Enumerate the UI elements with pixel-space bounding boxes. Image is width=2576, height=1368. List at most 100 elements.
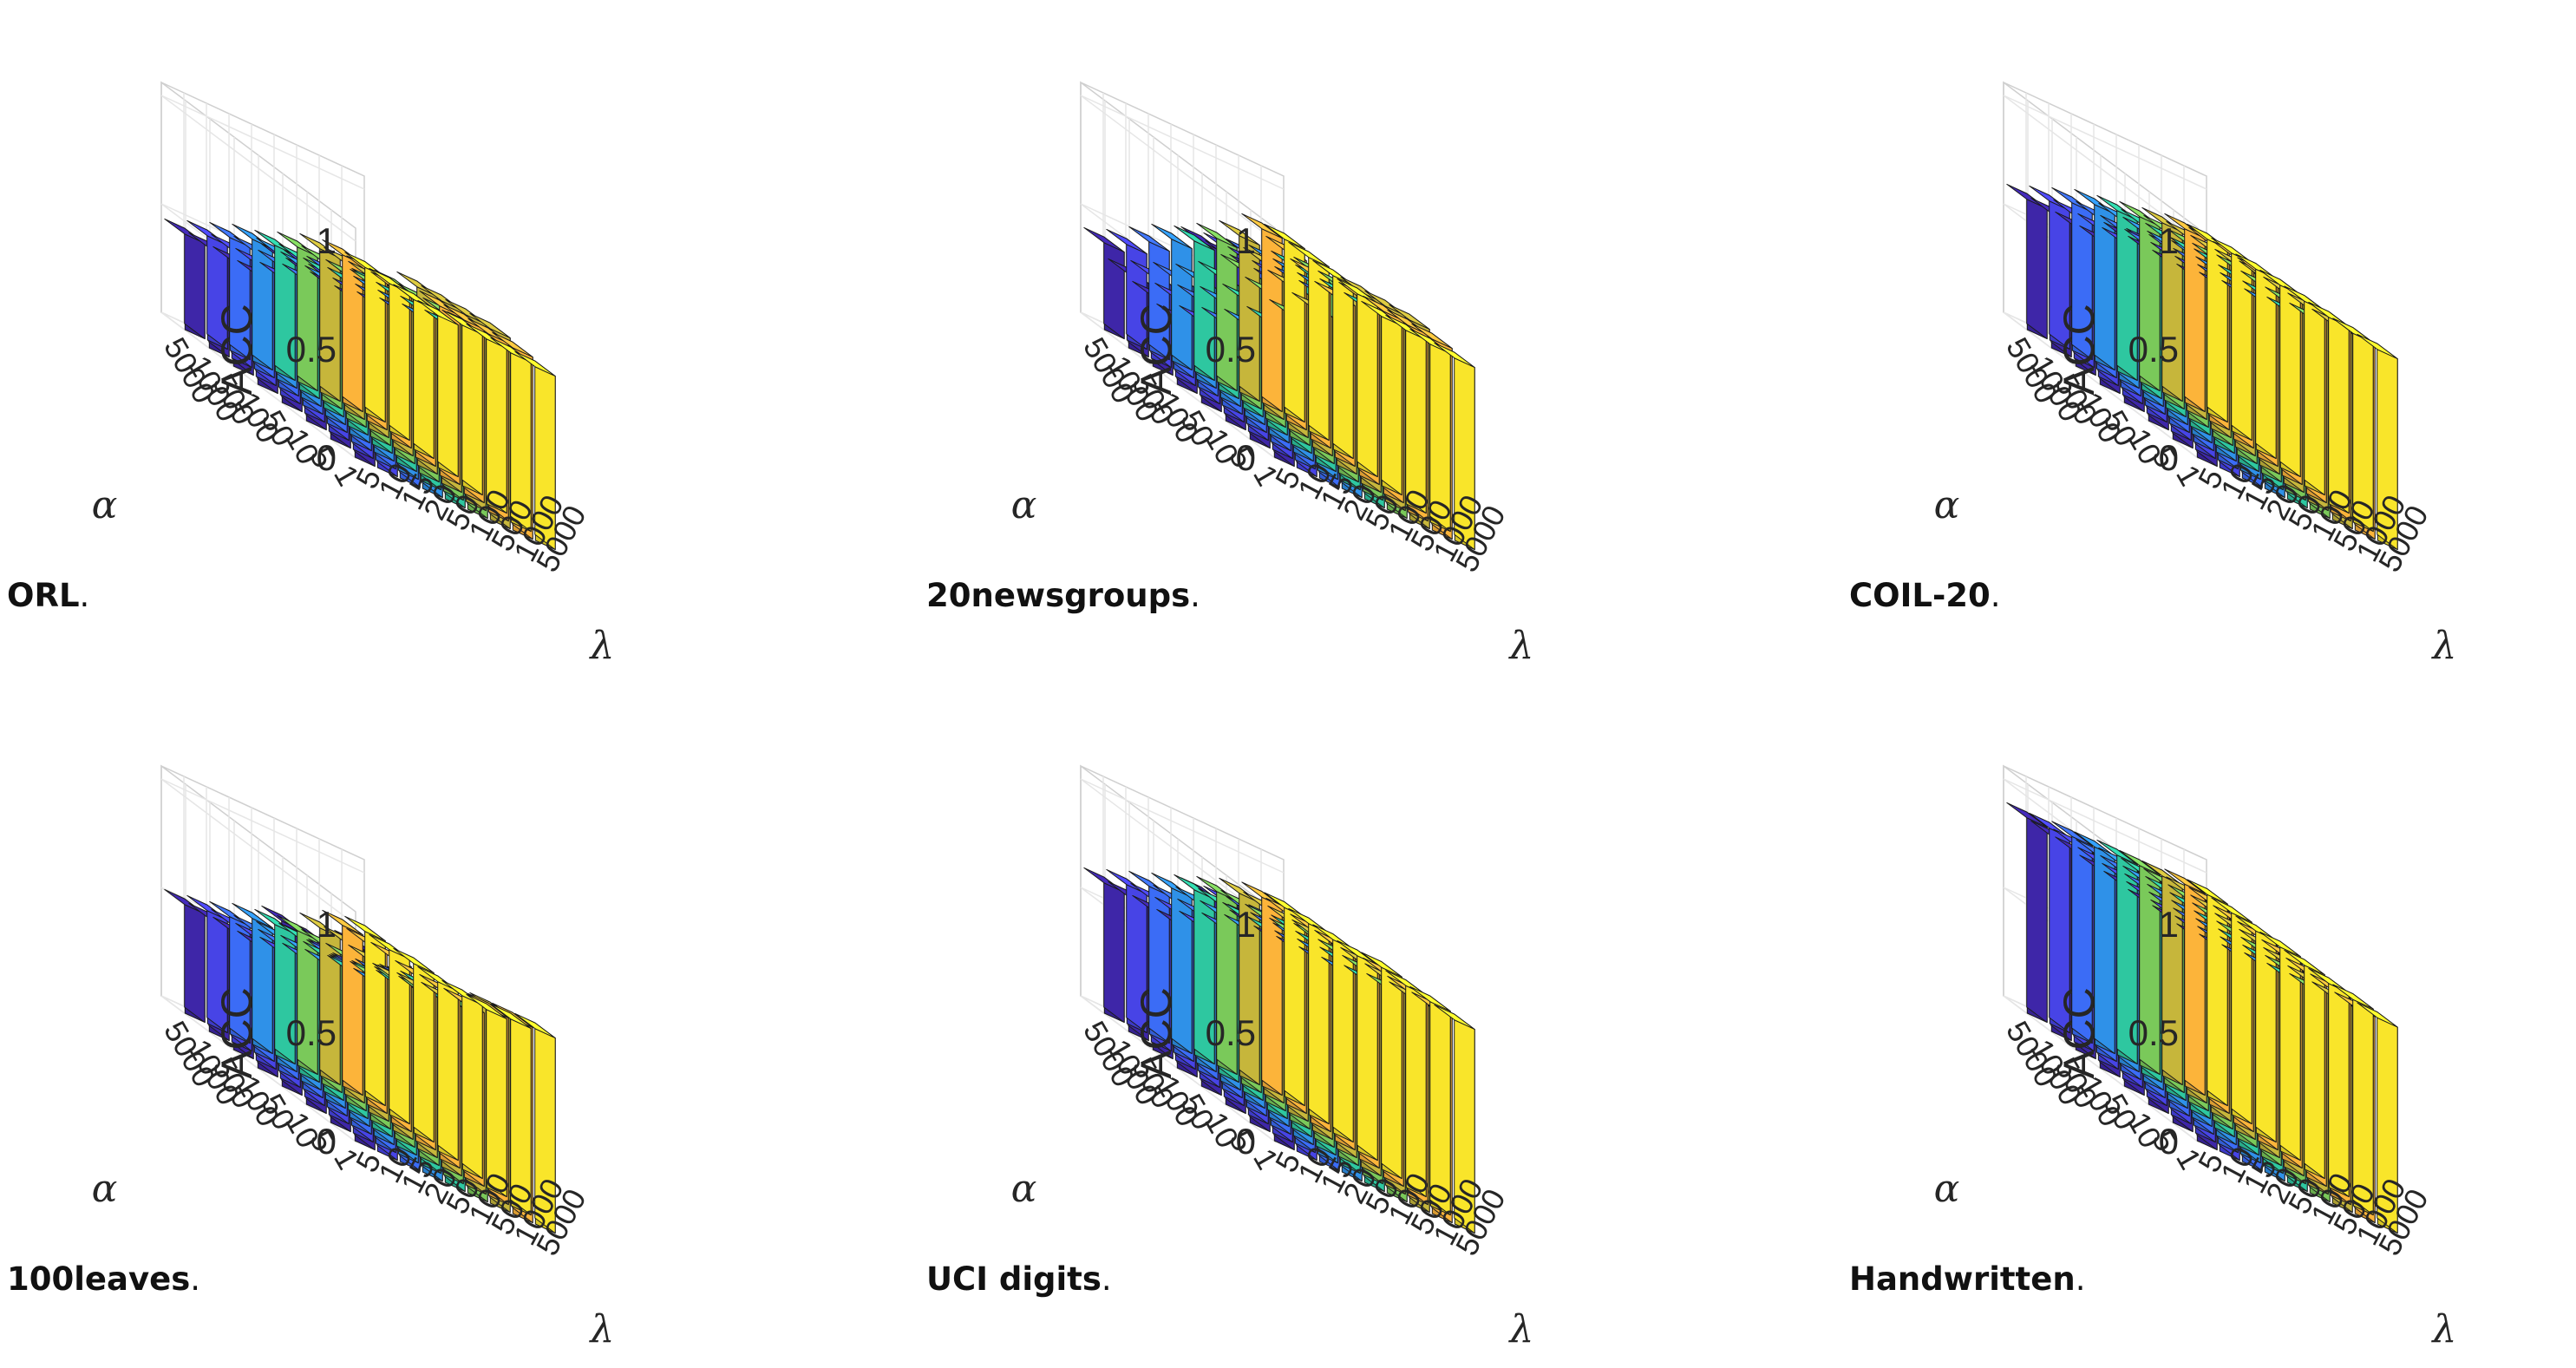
panel-100leaves: 0 0.5 1 ACC 1 5 10 50 100 500 1000 5000 α 5 10 15 20 50 10… [0, 684, 859, 1367]
bar-face-side [342, 919, 363, 1096]
bar [322, 909, 363, 1096]
z-axis: 0 0.5 1 ACC [212, 220, 337, 478]
bar-face-side [486, 1003, 507, 1198]
z-tick-label: 1 [1236, 220, 1256, 261]
bar [299, 912, 341, 1086]
bar-face-side [2026, 811, 2048, 1024]
bar [1151, 872, 1193, 1055]
bar-face-side [413, 293, 435, 460]
alpha-axis-label: α [1934, 1167, 1960, 1211]
bar-face-top [1106, 228, 1147, 255]
chart-orl: 00.51ACC15105010050010005000α51015205010… [92, 81, 614, 668]
bar-face-side [1261, 891, 1283, 1096]
bar [1409, 328, 1451, 533]
bar-face-top [514, 1012, 556, 1039]
lambda-axis-label: λ [589, 1307, 615, 1352]
bar-face-top [1389, 304, 1430, 331]
bar-face-top [1434, 342, 1475, 369]
bar [441, 309, 483, 496]
bar [1196, 222, 1238, 392]
bar [393, 947, 435, 1143]
bar-face-top [1434, 1004, 1475, 1031]
bar [2259, 269, 2301, 478]
z-tick-label: 0.5 [286, 1012, 337, 1053]
bar [1288, 907, 1330, 1125]
z-axis-label: ACC [212, 304, 261, 396]
bar-face-top [1264, 223, 1305, 250]
bar-face-side [1284, 901, 1305, 1107]
lambda-axis-label: λ [1508, 624, 1534, 668]
bar [1219, 219, 1260, 403]
bar [1312, 924, 1354, 1143]
caption-coil-20: COIL-20. [1849, 577, 2001, 614]
lambda-axis-label: λ [2431, 1307, 2457, 1352]
bar [2284, 285, 2325, 496]
bar [1361, 300, 1402, 496]
bar-face-top [417, 299, 459, 326]
bar [1083, 867, 1125, 1024]
bars [2006, 183, 2398, 551]
chart-handwritten: 00.51ACC15105010050010005000α51015205010… [1934, 764, 2456, 1352]
bar-face-top [2211, 897, 2252, 923]
bar [2332, 984, 2374, 1216]
bar-face-top [1241, 213, 1283, 239]
bar-face-side [2304, 959, 2325, 1180]
bar [2029, 812, 2070, 1034]
bar-face-side [2184, 222, 2206, 413]
alpha-axis-label: α [1011, 483, 1037, 527]
bar [2164, 868, 2206, 1096]
lambda-axis-label: λ [589, 624, 615, 668]
z-axis: 0 0.5 1 ACC [212, 904, 337, 1162]
bar [1196, 875, 1238, 1076]
panel-orl: 0 0.5 1 ACC 1 5 10 50 100 500 1000 5000 α 5 10 15 20 50 10… [0, 0, 859, 684]
bar-face-top [1174, 225, 1215, 252]
caption-20newsgroups: 20newsgroups. [926, 577, 1200, 614]
bar-face-top [2357, 333, 2398, 360]
z-tick-label: 0 [317, 1121, 337, 1162]
z-axis-label: ACC [1132, 304, 1180, 396]
bar-face-side [389, 277, 410, 442]
bar-face-top [2357, 1002, 2398, 1028]
z-tick-label: 1 [317, 904, 337, 945]
bar [2211, 237, 2252, 442]
bar-face-side [2328, 311, 2350, 514]
bar-face-top [2284, 949, 2325, 976]
bar-face-side [1308, 917, 1330, 1125]
z-axis: 0 0.5 1 ACC [1132, 904, 1256, 1162]
bar-face-top [1128, 226, 1170, 252]
bar [2074, 831, 2115, 1055]
caption-100leaves: 100leaves. [7, 1260, 200, 1298]
bar [1361, 952, 1402, 1180]
bar-face-side [2328, 977, 2350, 1198]
bar [1312, 259, 1354, 460]
caption-uci-digits: UCI digits. [926, 1260, 1112, 1298]
alpha-axis-label: α [92, 1167, 118, 1211]
bar-face-top [2187, 879, 2228, 905]
bar-face-side [2207, 232, 2228, 423]
bar [2211, 897, 2252, 1125]
bar [1385, 314, 1427, 514]
z-axis-label: ACC [1132, 987, 1180, 1079]
bar-face-side [184, 227, 206, 340]
z-tick-label: 0.5 [2128, 1012, 2179, 1053]
bar-face-side [1103, 876, 1125, 1024]
bar-face-side [437, 309, 459, 478]
bar [254, 229, 296, 382]
z-tick-label: 0 [2159, 437, 2179, 478]
bar [2357, 333, 2398, 551]
chart-100leaves: 00.51ACC15105010050010005000α51015205010… [92, 764, 614, 1352]
bar-face-side [2304, 295, 2325, 496]
bar-face-top [2006, 802, 2048, 828]
z-axis-label: ACC [2055, 304, 2103, 396]
z-tick-label: 1 [317, 220, 337, 261]
bar-face-top [1411, 323, 1453, 350]
bar [2259, 931, 2301, 1162]
bar [322, 239, 363, 413]
bar-face-side [1405, 324, 1427, 514]
bar-face-side [461, 318, 483, 496]
chart-20newsgroups: 00.51ACC15105010050010005000α51015205010… [1011, 81, 1533, 668]
bar-face-top [1288, 241, 1330, 268]
z-axis: 0 0.5 1 ACC [2055, 904, 2179, 1162]
lambda-axis-label: λ [1508, 1307, 1534, 1352]
